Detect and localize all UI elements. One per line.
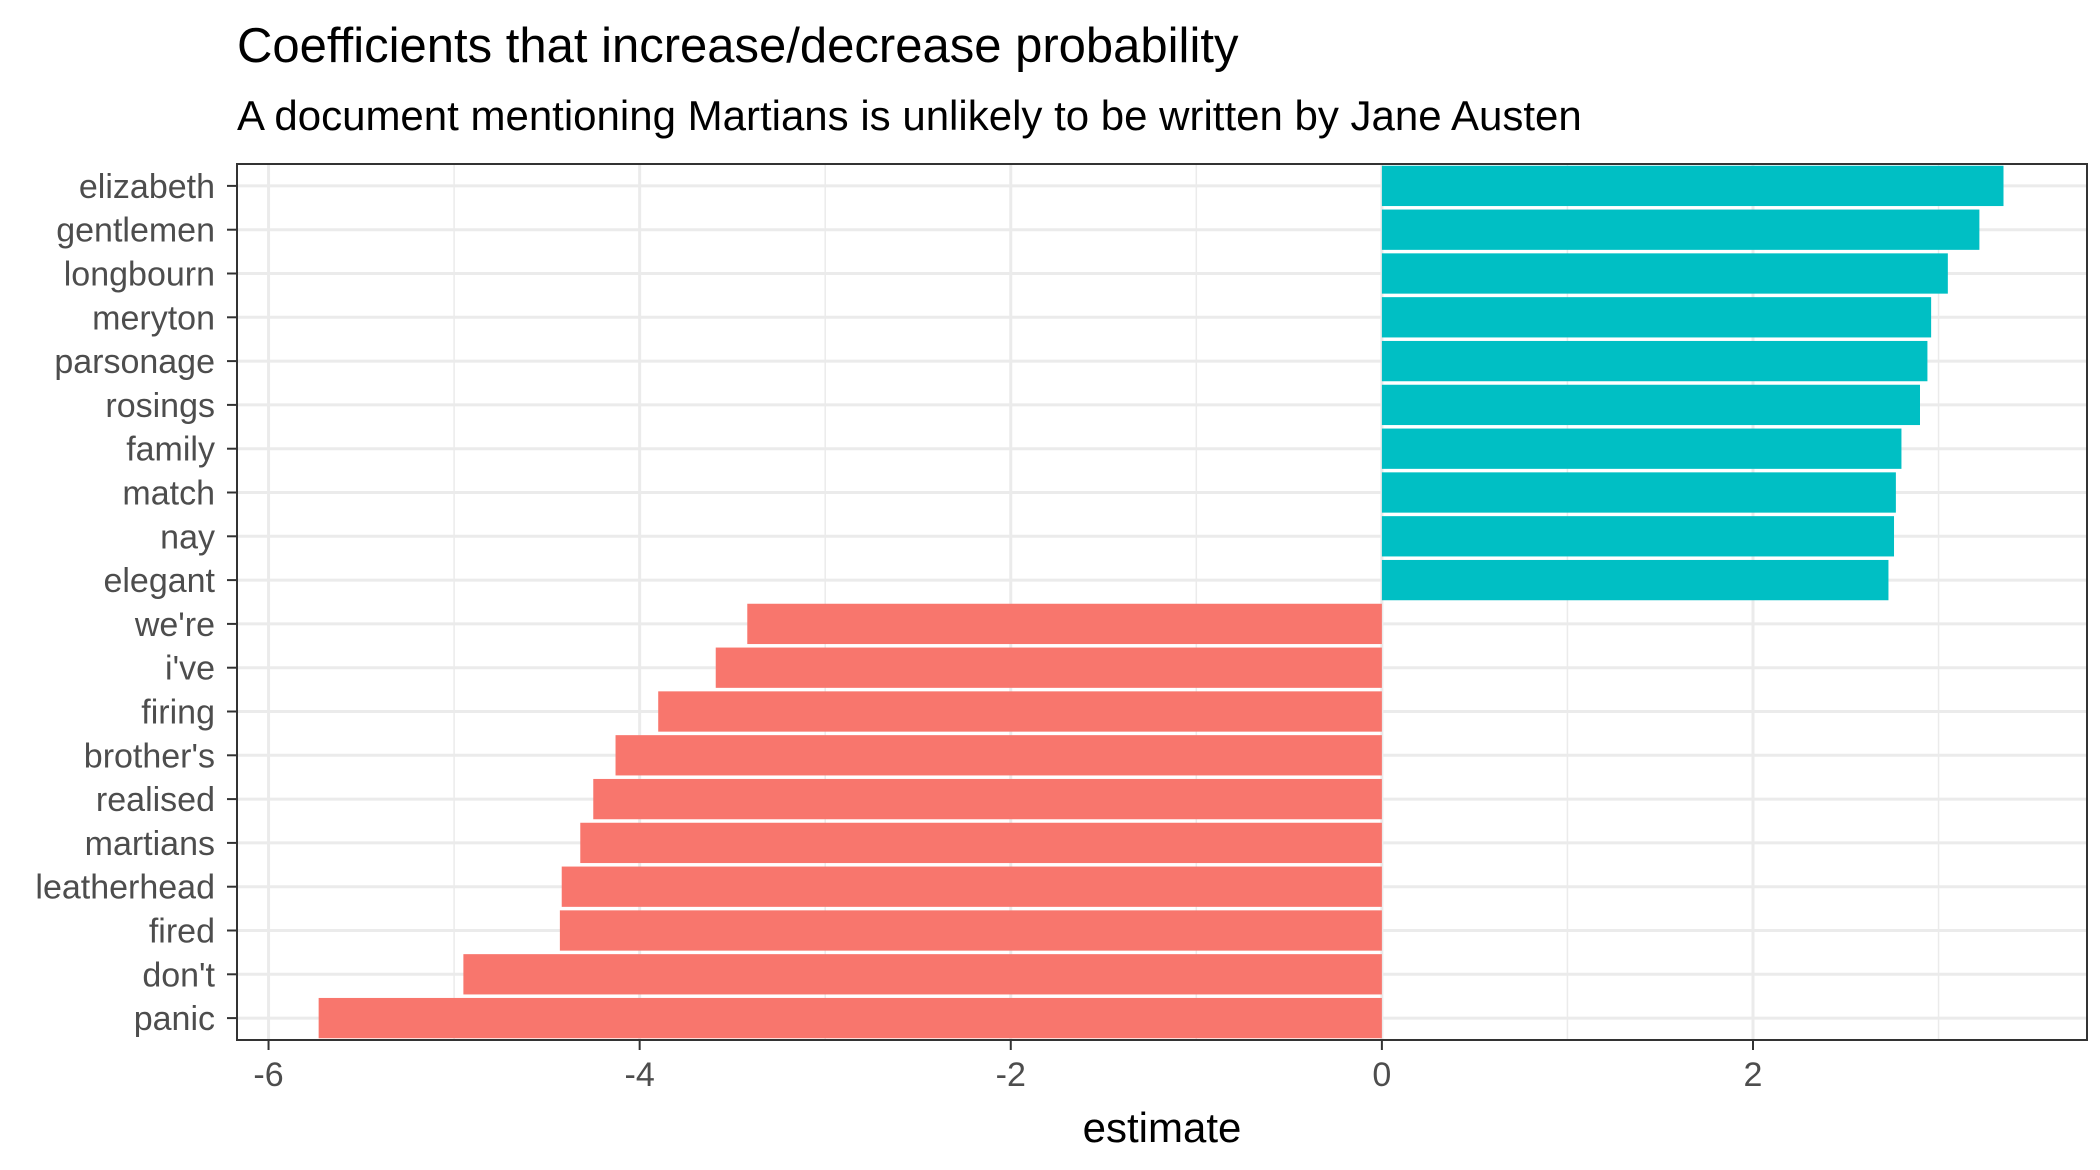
x-tick-label: 0 [1372,1056,1391,1094]
y-tick-label: realised [96,781,215,819]
bar-meryton [1381,297,1932,338]
y-tick-label: brother's [84,737,215,775]
bar-elizabeth [1381,165,2004,207]
y-tick-label: we're [134,606,215,644]
bar-i've [715,647,1382,688]
y-tick-label: leatherhead [35,869,215,907]
y-tick-label: meryton [92,299,215,337]
y-axis: elizabeth gentlemen longbourn meryton parson… [35,168,237,1038]
bar-family [1381,428,1902,469]
y-tick-label: firing [141,694,215,732]
bar-leatherhead [561,866,1382,907]
bar-nay [1381,516,1895,557]
panel-background [237,164,2087,1040]
x-tick-label: -4 [625,1056,655,1094]
y-tick-label: panic [134,1000,215,1038]
y-tick-label: parsonage [54,343,215,381]
bar-brother's [615,735,1382,776]
y-tick-label: gentlemen [56,212,215,250]
bar-longbourn [1381,253,1948,294]
bar-rosings [1381,384,1920,426]
bar-martians [580,822,1382,864]
y-tick-label: don't [142,956,215,994]
x-tick-label: 2 [1744,1056,1763,1094]
y-tick-label: martians [85,825,215,863]
y-tick-label: elegant [103,562,215,600]
chart-title: Coefficients that increase/decrease prob… [237,19,1239,73]
bar-gentlemen [1381,209,1980,250]
y-tick-label: elizabeth [79,168,215,206]
x-axis-label: estimate [1083,1104,1242,1151]
bar-elegant [1381,559,1889,601]
x-tick-label: -6 [253,1056,283,1094]
bars [318,165,2004,1039]
x-tick-label: -2 [996,1056,1026,1094]
y-tick-label: nay [160,518,215,556]
bar-panic [318,997,1382,1039]
y-tick-label: longbourn [64,256,215,294]
bar-fired [559,910,1382,951]
bar-match [1381,472,1896,513]
y-tick-label: family [126,431,215,469]
y-tick-label: rosings [105,387,215,425]
y-tick-label: i've [165,650,215,688]
y-tick-label: fired [149,913,215,951]
bar-we're [747,603,1382,645]
bar-don't [463,954,1382,995]
bar-firing [658,691,1382,732]
panel-border [236,163,2088,1041]
bar-parsonage [1381,340,1928,382]
chart-subtitle: A document mentioning Martians is unlike… [237,92,1582,139]
y-tick-label: match [122,475,215,513]
bar-realised [593,778,1382,820]
grid-lines [237,164,2087,1040]
x-axis: -6 -4 -2 0 2 [253,1040,1762,1094]
